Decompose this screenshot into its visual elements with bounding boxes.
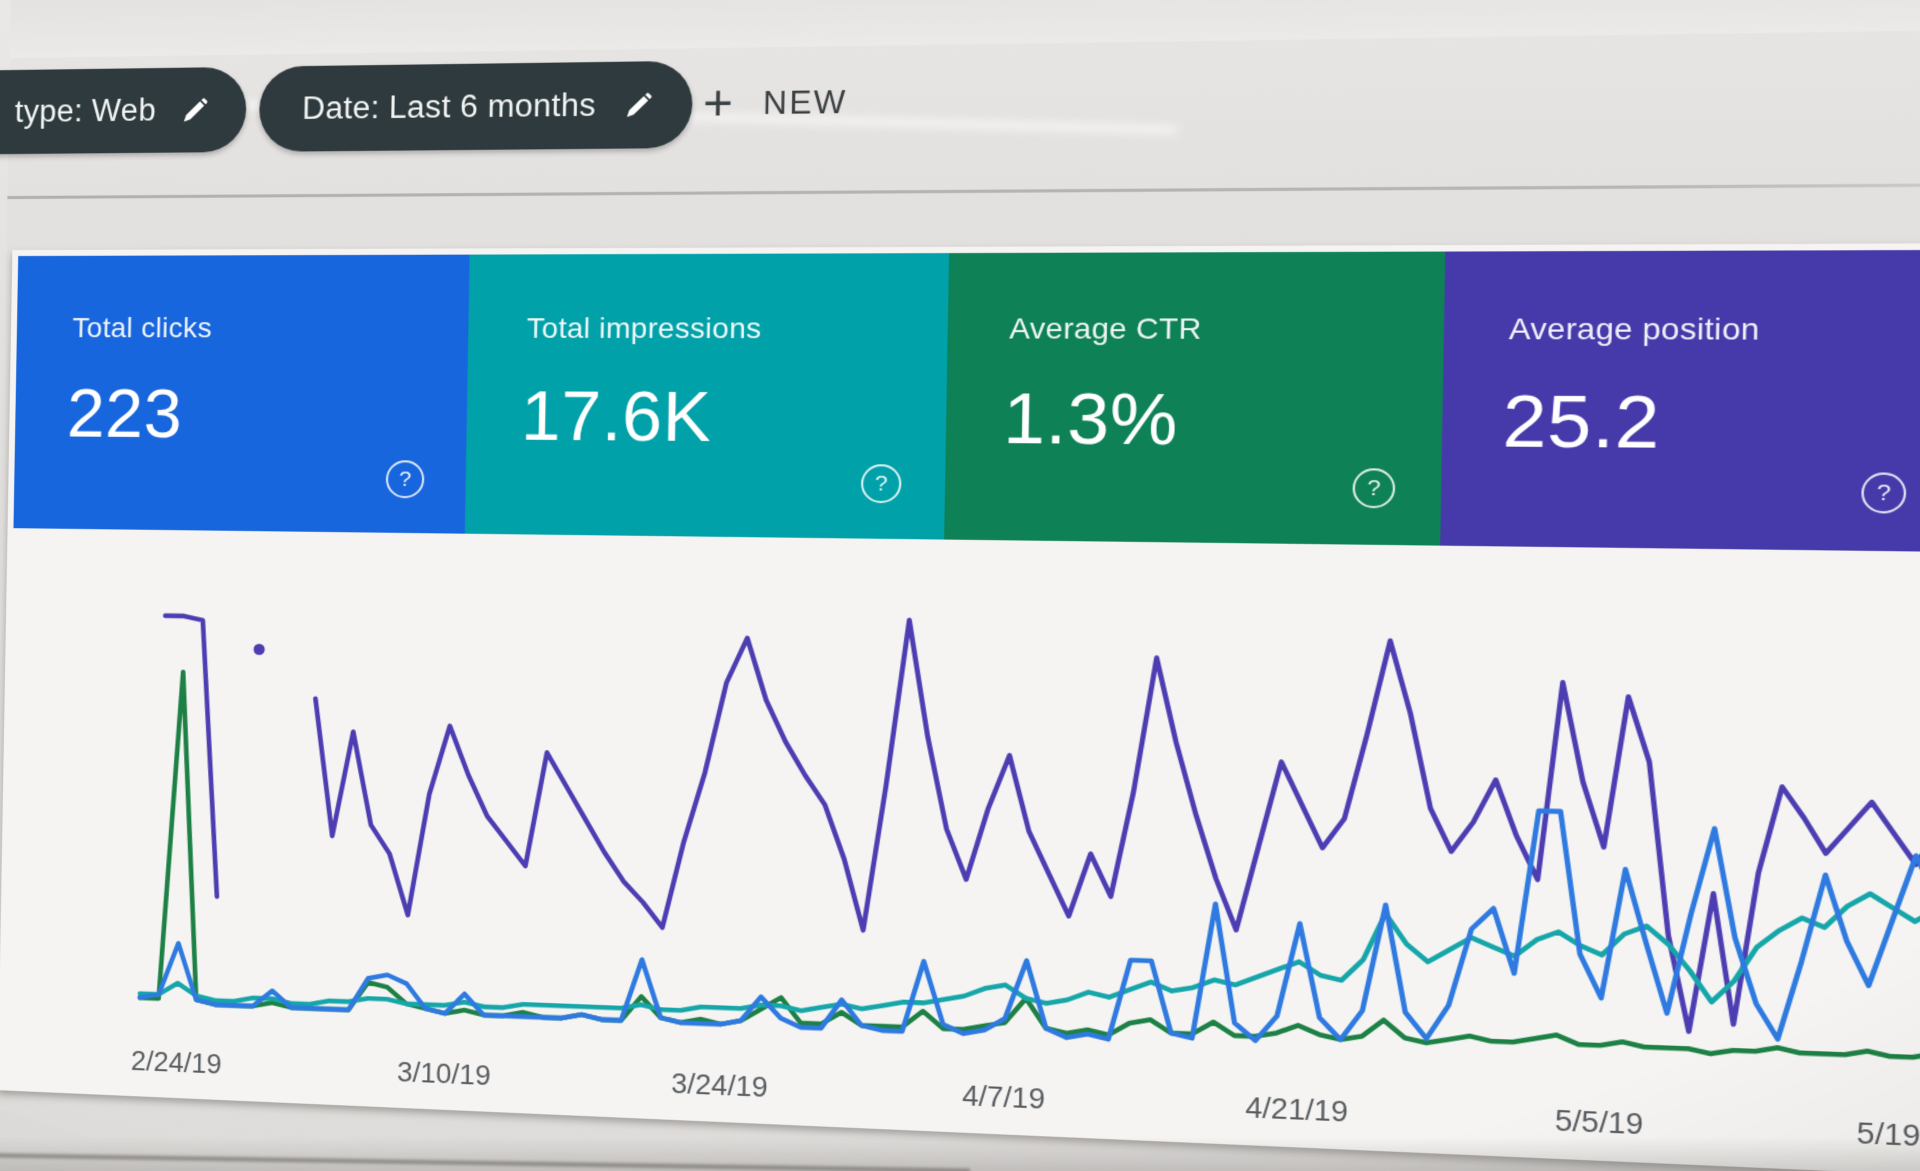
- card-label: Average position: [1508, 312, 1761, 347]
- card-value: 1.3%: [1002, 378, 1179, 461]
- help-icon[interactable]: ?: [1352, 468, 1396, 509]
- series-line-impressions: [140, 667, 1920, 1084]
- card-value: 17.6K: [520, 376, 713, 457]
- performance-panel: Total clicks 223 ? Total impressions 17.…: [0, 241, 1920, 1171]
- x-tick-label: 5/5/19: [1554, 1104, 1644, 1141]
- series-line-clicks: [140, 659, 1920, 1088]
- average-ctr-card[interactable]: Average CTR 1.3% ?: [944, 251, 1446, 546]
- help-icon[interactable]: ?: [385, 460, 425, 499]
- plus-icon: +: [702, 75, 734, 132]
- edit-pencil-icon[interactable]: [623, 90, 654, 120]
- new-filter-button[interactable]: + NEW: [702, 75, 848, 132]
- card-value: 25.2: [1501, 380, 1661, 465]
- metric-cards-row: Total clicks 223 ? Total impressions 17.…: [8, 248, 1920, 560]
- x-tick-label: 3/24/19: [671, 1067, 768, 1104]
- x-tick-label: 5/19/19: [1856, 1116, 1920, 1155]
- series-line-ctr: [140, 671, 1920, 1088]
- x-tick-label: 2/24/19: [130, 1045, 223, 1080]
- isolated-data-point: [253, 643, 265, 656]
- help-icon[interactable]: ?: [1861, 472, 1907, 514]
- x-tick-label: 4/21/19: [1245, 1091, 1349, 1129]
- series-line-position: [159, 608, 1920, 1057]
- toolbar-divider: [7, 180, 1920, 199]
- total-clicks-card[interactable]: Total clicks 223 ?: [13, 254, 470, 534]
- average-position-card[interactable]: Average position 25.2 ?: [1440, 249, 1920, 552]
- date-filter-chip[interactable]: Date: Last 6 months: [258, 60, 694, 152]
- edit-pencil-icon[interactable]: [180, 95, 210, 125]
- search-type-chip-label: type: Web: [14, 92, 157, 130]
- x-tick-label: 4/7/19: [961, 1079, 1046, 1116]
- new-button-label: NEW: [762, 83, 848, 122]
- card-label: Total impressions: [526, 312, 762, 345]
- card-value: 223: [66, 375, 183, 453]
- date-chip-label: Date: Last 6 months: [301, 86, 597, 127]
- screen-top-glare-band: [9, 0, 1920, 59]
- total-impressions-card[interactable]: Total impressions 17.6K ?: [464, 253, 950, 540]
- performance-chart[interactable]: [124, 577, 1920, 1122]
- x-tick-label: 3/10/19: [396, 1056, 491, 1092]
- card-label: Average CTR: [1009, 312, 1202, 346]
- search-type-filter-chip[interactable]: type: Web: [0, 66, 247, 156]
- card-label: Total clicks: [72, 312, 213, 344]
- help-icon[interactable]: ?: [860, 464, 902, 504]
